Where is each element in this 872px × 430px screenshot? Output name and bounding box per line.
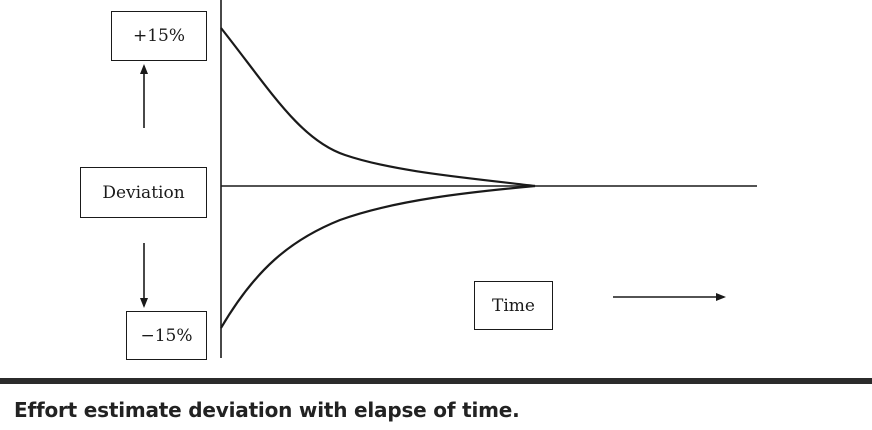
time-label: Time <box>474 281 553 330</box>
lower-deviation-curve <box>220 184 536 329</box>
caption-divider <box>0 378 872 384</box>
upper-deviation-curve <box>220 27 536 188</box>
deviation-diagram <box>140 0 757 358</box>
upper-bound-label: +15% <box>111 11 207 61</box>
figure-caption: Effort estimate deviation with elapse of… <box>14 398 520 422</box>
deviation-label: Deviation <box>80 167 207 218</box>
lower-bound-label: −15% <box>126 311 207 360</box>
